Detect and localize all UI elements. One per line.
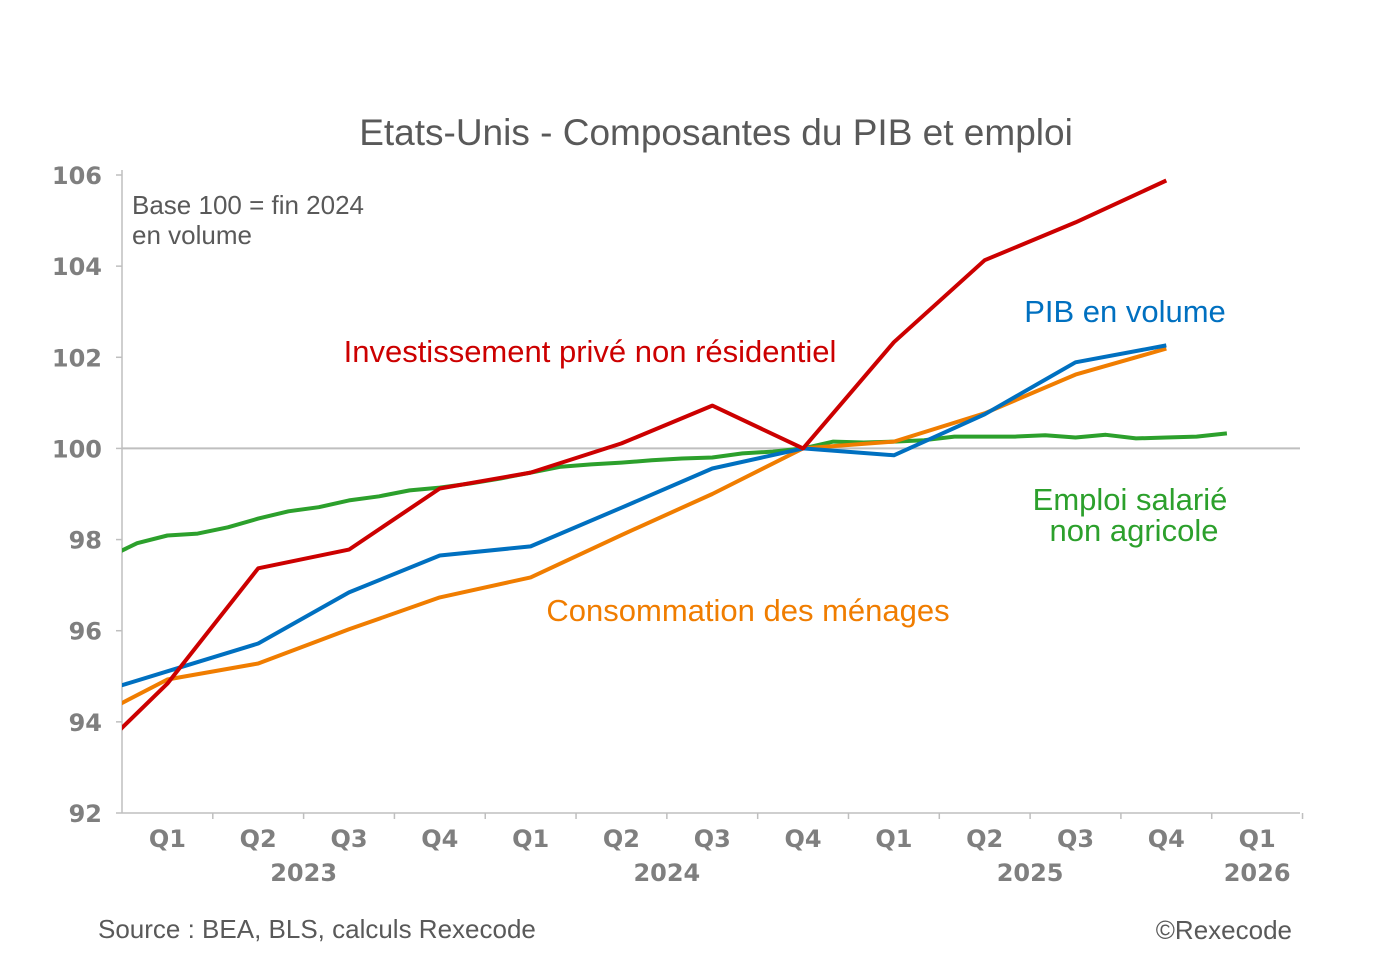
series-line-0 <box>122 178 1168 731</box>
y-tick-label: 102 <box>52 344 102 372</box>
y-tick-label: 100 <box>52 435 102 463</box>
x-tick-label: Q1 <box>512 825 549 853</box>
source-note: Source : BEA, BLS, calculs Rexecode <box>98 914 536 944</box>
x-year-label: 2024 <box>633 859 700 887</box>
x-tick-label: Q1 <box>149 825 186 853</box>
y-tick-label: 92 <box>69 800 102 828</box>
label-pib: PIB en volume <box>1024 294 1226 329</box>
copyright: ©Rexecode <box>1156 915 1292 945</box>
x-tick-label: Q3 <box>694 825 731 853</box>
label-consommation: Consommation des ménages <box>546 593 949 628</box>
x-year-label: 2023 <box>270 859 337 887</box>
label-emploi-line1: Emploi salarié <box>1033 482 1228 517</box>
y-tick-label: 96 <box>69 618 102 646</box>
x-tick-label: Q4 <box>421 825 458 853</box>
y-tick-label: 104 <box>52 253 102 281</box>
series-line-1 <box>122 343 1167 688</box>
chart-title: Etats-Unis - Composantes du PIB et emplo… <box>359 112 1073 153</box>
base-note-line1: Base 100 = fin 2024 <box>132 190 364 220</box>
x-tick-label: Q4 <box>785 825 822 853</box>
x-tick-label: Q1 <box>875 825 912 853</box>
x-tick-label: Q1 <box>1239 825 1276 853</box>
x-tick-label: Q4 <box>1148 825 1185 853</box>
label-investissement: Investissement privé non résidentiel <box>344 334 837 369</box>
base-note-line2: en volume <box>132 220 252 250</box>
x-tick-label: Q3 <box>1057 825 1094 853</box>
series-line-3 <box>122 431 1228 553</box>
x-tick-label: Q3 <box>330 825 367 853</box>
x-year-label: 2026 <box>1224 859 1291 887</box>
x-tick-label: Q2 <box>966 825 1003 853</box>
x-tick-label: Q2 <box>240 825 277 853</box>
y-tick-label: 106 <box>52 162 102 190</box>
label-emploi-line2: non agricole <box>1050 513 1219 548</box>
y-tick-label: 98 <box>69 527 102 555</box>
x-tick-label: Q2 <box>603 825 640 853</box>
y-tick-label: 94 <box>69 709 102 737</box>
x-year-label: 2025 <box>997 859 1064 887</box>
